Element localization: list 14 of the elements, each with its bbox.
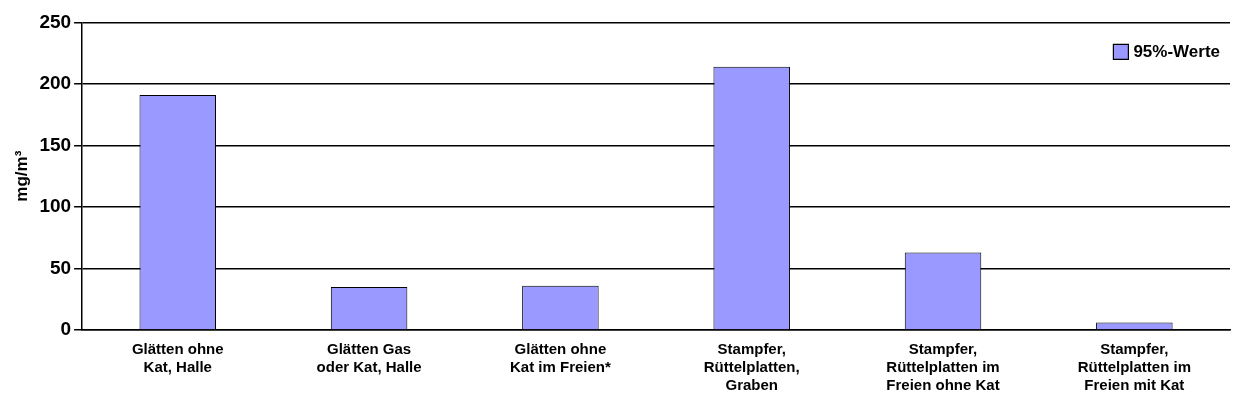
x-tick-label: Stampfer, Rüttelplatten, Graben <box>703 340 800 394</box>
x-tick-label: Stampfer, Rüttelplatten im Freien ohne Kat <box>886 340 1000 394</box>
y-tick-label: 250 <box>39 10 72 32</box>
y-axis-title: mg/m³ <box>11 150 31 202</box>
y-tick-label: 0 <box>60 318 72 340</box>
y-tick-label: 100 <box>39 195 72 217</box>
x-tick-label: Glätten ohne Kat im Freien* <box>509 340 611 376</box>
x-tick-label: Stampfer, Rüttelplatten im Freien mit Kat <box>1077 340 1192 394</box>
y-tick-label: 50 <box>49 256 72 278</box>
legend-label: 95%-Werte <box>1133 42 1221 62</box>
x-tick-label: Glätten Gas oder Kat, Halle <box>316 340 422 376</box>
y-tick-label: 200 <box>39 72 72 94</box>
y-tick-label: 150 <box>39 133 72 155</box>
x-tick-label: Glätten ohne Kat, Halle <box>131 340 224 376</box>
